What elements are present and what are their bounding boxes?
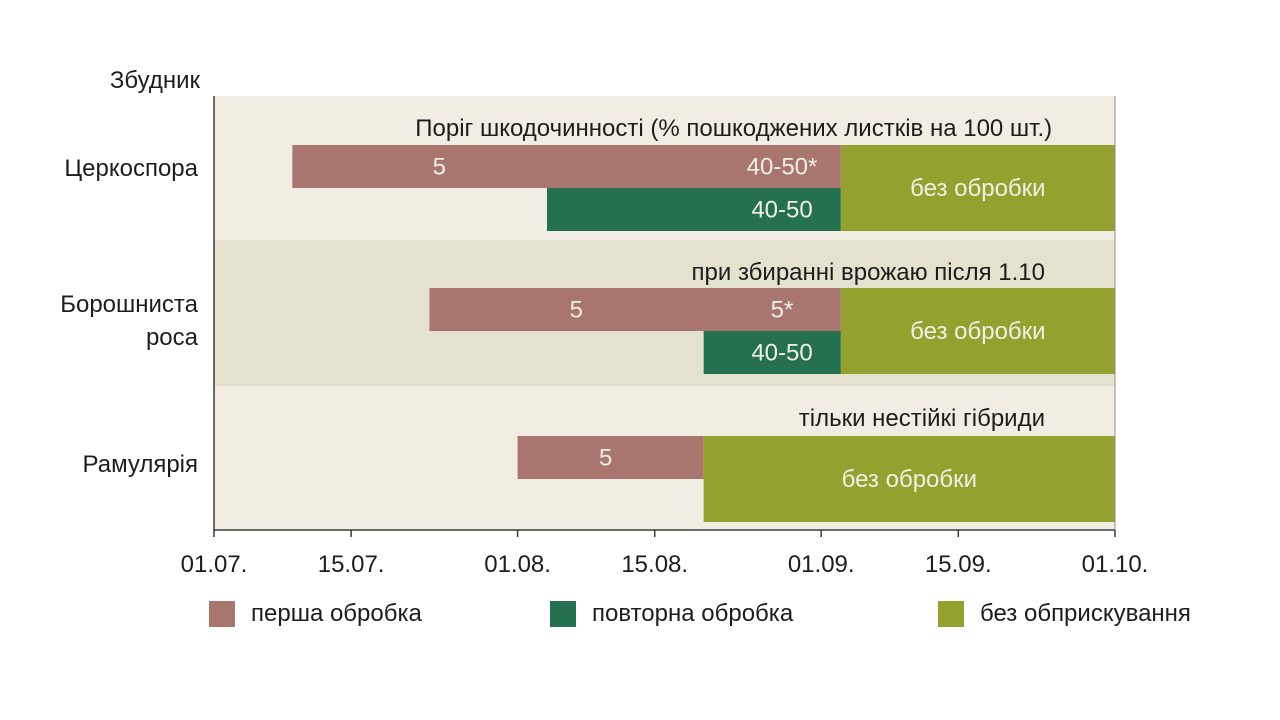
bar-label-first: 5 — [570, 297, 583, 324]
legend-swatch-first — [209, 601, 235, 627]
legend-swatch-none — [938, 601, 964, 627]
category-header: при збиранні врожаю після 1.10 — [692, 259, 1045, 286]
bar-label-first: 40-50* — [747, 154, 818, 181]
legend-item-repeat: повторна обробка — [550, 598, 793, 630]
bar-label-repeat: 40-50 — [751, 197, 812, 224]
category-header: Поріг шкодочинності (% пошкоджених листк… — [415, 115, 1052, 142]
bar-repeat — [703, 331, 841, 374]
bar-first — [517, 436, 704, 479]
legend-label-first: перша обробка — [251, 600, 422, 627]
legend-item-first: перша обробка — [209, 598, 422, 630]
bar-none — [703, 436, 1115, 522]
bar-label-none: без обробки — [910, 175, 1045, 202]
x-tick-label: 01.07. — [181, 551, 248, 578]
category-label: роса — [146, 324, 199, 351]
x-tick-label: 15.09. — [925, 551, 992, 578]
bar-label-none: без обробки — [910, 318, 1045, 345]
bar-label-first: 5* — [771, 297, 794, 324]
legend-label-repeat: повторна обробка — [592, 600, 794, 627]
bar-none — [840, 288, 1115, 374]
x-tick-label: 15.08. — [621, 551, 688, 578]
legend-item-none: без обприскування — [938, 598, 1191, 630]
bar-label-repeat: 40-50 — [751, 340, 812, 367]
bar-label-first: 5 — [433, 154, 446, 181]
legend-swatch-repeat — [550, 601, 576, 627]
category-header: тільки нестійкі гібриди — [799, 405, 1045, 432]
bar-first — [429, 288, 841, 331]
x-tick-label: 15.07. — [318, 551, 385, 578]
bar-repeat — [546, 188, 841, 231]
x-tick-label: 01.10. — [1082, 551, 1149, 578]
category-label: Борошниста — [60, 291, 198, 318]
category-label: Рамулярія — [83, 451, 198, 478]
bar-label-none: без обробки — [842, 466, 977, 493]
bar-first — [292, 145, 841, 188]
bar-label-first: 5 — [599, 445, 612, 472]
bar-none — [840, 145, 1115, 231]
legend-label-none: без обприскування — [980, 600, 1191, 627]
y-axis-title: Збудник — [110, 67, 201, 94]
category-label: Церкоспора — [64, 155, 198, 182]
x-tick-label: 01.09. — [788, 551, 855, 578]
x-tick-label: 01.08. — [484, 551, 551, 578]
